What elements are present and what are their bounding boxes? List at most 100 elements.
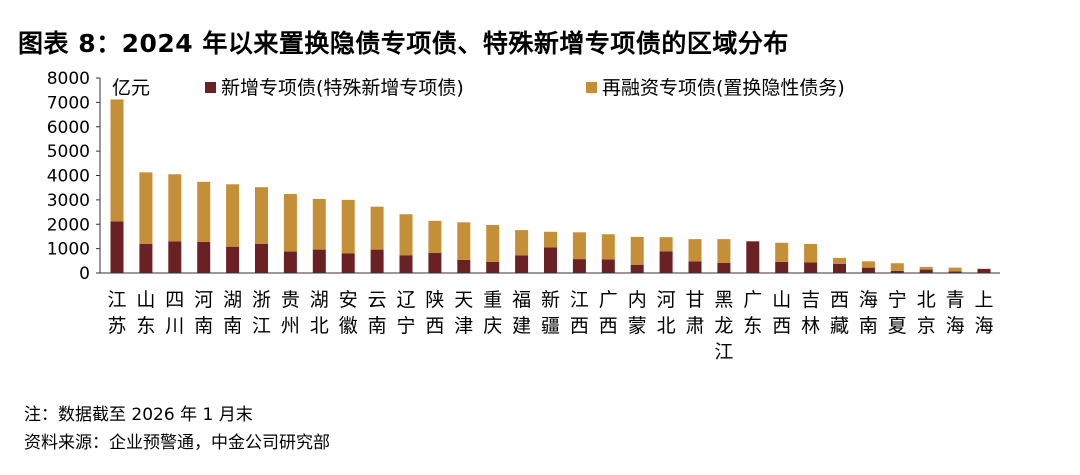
x-tick-label: 云南 <box>368 289 387 337</box>
bar-new-special-bond <box>428 253 442 273</box>
y-tick-label: 6000 <box>47 118 90 138</box>
bar-new-special-bond <box>601 259 615 273</box>
bar-refinancing-bond <box>861 261 875 268</box>
bar-refinancing-bond <box>399 214 413 256</box>
y-tick-label: 8000 <box>47 69 90 89</box>
bar-new-special-bond <box>341 253 355 273</box>
bar-new-special-bond <box>197 241 211 273</box>
y-unit-label: 亿元 <box>112 77 150 99</box>
bar-new-special-bond <box>659 251 673 273</box>
bar-new-special-bond <box>688 261 702 273</box>
bar-new-special-bond <box>919 269 933 273</box>
bar-refinancing-bond <box>370 206 384 250</box>
bar-new-special-bond <box>399 255 413 273</box>
bar-refinancing-bond <box>197 181 211 242</box>
chart-title: 图表 8：2024 年以来置换隐债专项债、特殊新增专项债的区域分布 <box>18 29 789 58</box>
y-tick-label: 1000 <box>47 240 90 260</box>
bar-refinancing-bond <box>601 234 615 260</box>
bar-new-special-bond <box>861 267 875 273</box>
bar-refinancing-bond <box>688 239 702 262</box>
x-tick-label: 新疆 <box>541 289 560 337</box>
bar-new-special-bond <box>486 261 500 273</box>
bar-refinancing-bond <box>486 224 500 262</box>
bar-refinancing-bond <box>572 232 586 260</box>
x-tick-label: 福建 <box>512 289 531 337</box>
bar-new-special-bond <box>168 241 182 273</box>
x-tick-label: 上海 <box>974 289 993 337</box>
bar-refinancing-bond <box>659 237 673 252</box>
y-tick-label: 0 <box>79 264 90 284</box>
x-tick-label: 河北 <box>657 289 676 337</box>
bar-refinancing-bond <box>515 230 529 256</box>
bar-refinancing-bond <box>457 222 471 260</box>
legend-swatch <box>586 82 597 93</box>
x-tick-label: 山西 <box>772 289 791 337</box>
x-tick-label: 四川 <box>165 289 184 337</box>
x-tick-label: 海南 <box>859 289 878 337</box>
footnote: 注：数据截至 2026 年 1 月末 <box>24 405 253 425</box>
x-tick-label: 湖北 <box>310 289 329 337</box>
bar-refinancing-bond <box>312 198 326 250</box>
bar-refinancing-bond <box>341 199 355 254</box>
y-tick-label: 2000 <box>47 215 90 235</box>
bar-new-special-bond <box>572 259 586 273</box>
x-tick-label: 重庆 <box>483 289 502 337</box>
bar-refinancing-bond <box>630 236 644 265</box>
bar-refinancing-bond <box>168 174 182 242</box>
x-axis: 江苏山东四川河南湖南浙江贵州湖北安徽云南辽宁陕西天津重庆福建新疆江西广西内蒙河北… <box>100 272 1000 363</box>
bar-new-special-bond <box>370 249 384 273</box>
bar-new-special-bond <box>804 262 818 273</box>
bar-new-special-bond <box>948 271 962 273</box>
source-note: 资料来源：企业预警通，中金公司研究部 <box>24 433 330 453</box>
bar-new-special-bond <box>775 261 789 273</box>
bar-refinancing-bond <box>775 242 789 262</box>
legend-label: 新增专项债(特殊新增专项债) <box>221 77 464 99</box>
bar-refinancing-bond <box>428 220 442 254</box>
bar-refinancing-bond <box>804 243 818 263</box>
bar-refinancing-bond <box>919 266 933 270</box>
bar-new-special-bond <box>283 251 297 273</box>
x-tick-label: 浙江 <box>252 289 271 337</box>
bar-refinancing-bond <box>110 99 124 222</box>
x-tick-label: 陕西 <box>425 289 444 337</box>
bar-refinancing-bond <box>890 263 904 271</box>
bar-new-special-bond <box>717 262 731 273</box>
bar-new-special-bond <box>226 246 240 273</box>
y-tick-label: 5000 <box>47 142 90 162</box>
y-tick-label: 7000 <box>47 93 90 113</box>
bar-new-special-bond <box>457 259 471 273</box>
x-tick-label: 贵州 <box>281 289 300 337</box>
bar-refinancing-bond <box>948 267 962 272</box>
x-tick-label: 河南 <box>194 289 213 337</box>
bar-new-special-bond <box>312 249 326 273</box>
bar-new-special-bond <box>139 243 153 273</box>
legend-label: 再融资专项债(置换隐性债务) <box>602 77 845 99</box>
legend: 新增专项债(特殊新增专项债) 再融资专项债(置换隐性债务) <box>205 77 845 99</box>
x-tick-label: 安徽 <box>339 289 358 337</box>
x-tick-label: 黑龙江 <box>714 289 733 363</box>
bar-new-special-bond <box>977 268 991 273</box>
x-tick-label: 甘肃 <box>685 289 704 337</box>
bars <box>110 99 991 273</box>
x-tick-label: 广东 <box>743 289 762 337</box>
bar-refinancing-bond <box>833 257 846 264</box>
x-tick-label: 天津 <box>454 289 473 337</box>
bar-refinancing-bond <box>544 231 557 248</box>
bar-refinancing-bond <box>139 172 153 244</box>
y-tick-label: 4000 <box>47 167 90 187</box>
bar-new-special-bond <box>746 241 760 273</box>
bar-new-special-bond <box>544 247 557 273</box>
x-tick-label: 西藏 <box>830 289 849 337</box>
bar-new-special-bond <box>255 243 268 273</box>
x-tick-label: 北京 <box>917 289 936 337</box>
legend-swatch <box>205 82 216 93</box>
x-tick-label: 湖南 <box>223 289 242 337</box>
x-tick-label: 宁夏 <box>888 289 907 337</box>
bar-new-special-bond <box>110 221 124 273</box>
x-tick-label: 青海 <box>946 289 965 337</box>
bar-new-special-bond <box>630 264 644 273</box>
bar-refinancing-bond <box>255 187 268 244</box>
bar-new-special-bond <box>833 263 846 273</box>
x-tick-label: 内蒙 <box>628 289 647 337</box>
